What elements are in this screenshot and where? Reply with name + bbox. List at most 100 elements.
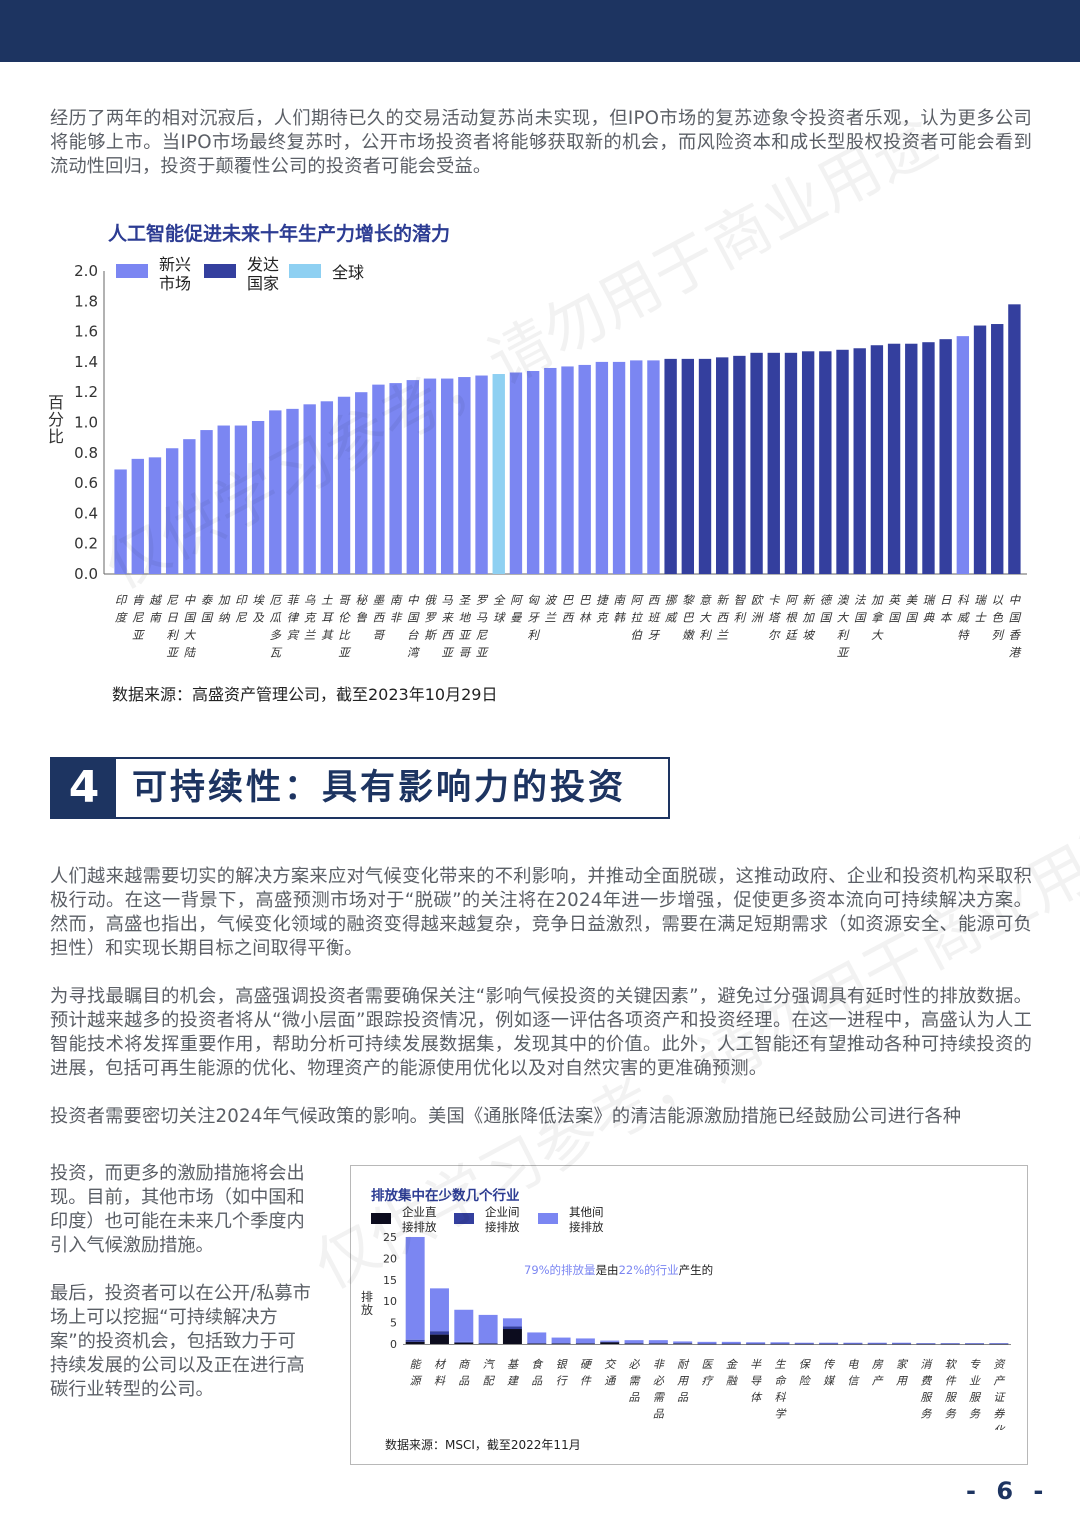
svg-text:地: 地: [459, 611, 472, 625]
svg-text:疗: 疗: [702, 1375, 715, 1388]
svg-text:汽: 汽: [483, 1358, 496, 1371]
bar-segment: [478, 1343, 498, 1344]
svg-text:费: 费: [920, 1375, 932, 1388]
bar-segment: [965, 1343, 985, 1344]
bar-segment: [989, 1343, 1009, 1345]
svg-text:亚: 亚: [459, 628, 472, 642]
bar-segment: [843, 1343, 863, 1345]
x-tick-label: 银行: [556, 1358, 569, 1388]
bar-segment: [575, 1338, 595, 1344]
svg-text:件: 件: [945, 1375, 957, 1388]
svg-text:新: 新: [716, 593, 729, 607]
svg-text:比: 比: [338, 628, 351, 642]
svg-text:度: 度: [115, 611, 129, 625]
x-tick-label: 欧洲: [751, 593, 765, 625]
bar-segment: [940, 1343, 960, 1344]
x-tick-label: 交通: [604, 1358, 617, 1388]
svg-text:商: 商: [458, 1358, 471, 1371]
svg-text:大: 大: [699, 611, 712, 625]
bar: [372, 384, 385, 574]
x-tick-label: 意大利: [699, 593, 712, 642]
bar: [389, 383, 402, 574]
paragraph-1: 人们越来越需要切实的解决方案来应对气候变化带来的不利影响，并推动全面脱碳，这推动…: [50, 866, 1032, 959]
svg-text:发达: 发达: [247, 255, 279, 274]
svg-text:泰: 泰: [201, 593, 214, 607]
svg-text:基: 基: [507, 1358, 520, 1371]
x-tick-label: 阿拉伯: [631, 593, 645, 642]
x-tick-label: 法国: [854, 593, 867, 625]
bar: [1008, 304, 1021, 574]
bar-segment: [600, 1342, 620, 1344]
bar: [114, 469, 127, 574]
bar-segment: [405, 1339, 425, 1342]
svg-text:来: 来: [441, 611, 454, 625]
bar-segment: [673, 1341, 693, 1344]
bar: [526, 370, 540, 574]
x-tick-label: 印尼: [235, 593, 248, 625]
svg-text:国: 国: [201, 611, 214, 625]
svg-text:半: 半: [750, 1358, 762, 1371]
svg-text:品: 品: [653, 1408, 665, 1421]
svg-text:林: 林: [579, 611, 592, 625]
svg-text:埃: 埃: [252, 593, 265, 607]
x-tick-label: 医疗: [702, 1358, 715, 1388]
svg-text:马: 马: [441, 593, 453, 607]
svg-text:拉: 拉: [631, 611, 644, 625]
svg-text:牙: 牙: [527, 611, 540, 625]
chart-annotation: 79%的排放量是由22%的行业产生的: [524, 1263, 713, 1277]
svg-text:品: 品: [629, 1391, 641, 1404]
bar: [200, 430, 213, 574]
x-tick-label: 全球: [493, 593, 506, 625]
svg-text:服: 服: [969, 1391, 982, 1404]
svg-text:西: 西: [562, 611, 576, 625]
svg-text:务: 务: [969, 1408, 981, 1421]
y-tick-label: 0.6: [74, 474, 98, 492]
x-tick-label: 南韩: [613, 593, 626, 625]
svg-text:黎: 黎: [682, 593, 695, 607]
y-tick-label: 0.8: [74, 444, 98, 462]
x-tick-label: 挪威: [665, 593, 679, 625]
bar-segment: [624, 1343, 644, 1345]
svg-text:亚: 亚: [166, 646, 179, 660]
x-tick-label: 日本: [940, 593, 953, 625]
svg-text:巴: 巴: [562, 593, 575, 607]
bar-segment: [697, 1341, 717, 1344]
svg-text:陆: 陆: [184, 646, 197, 660]
bar-segment: [648, 1343, 668, 1344]
bar: [578, 364, 591, 574]
svg-text:金: 金: [726, 1358, 739, 1371]
bar: [853, 348, 866, 574]
svg-text:越: 越: [149, 593, 162, 607]
svg-text:国: 国: [407, 611, 420, 625]
bar-segment: [819, 1343, 839, 1345]
svg-text:多: 多: [270, 628, 282, 642]
bar-segment: [916, 1343, 936, 1344]
svg-text:伦: 伦: [338, 611, 351, 625]
x-tick-label: 乌克兰: [304, 593, 317, 642]
y-tick-label: 1.2: [74, 383, 98, 401]
svg-text:斯: 斯: [424, 628, 438, 642]
bar-segment: [965, 1343, 985, 1345]
bar-segment: [624, 1343, 644, 1344]
svg-text:挪: 挪: [665, 593, 679, 607]
svg-text:大: 大: [184, 628, 197, 642]
svg-text:融: 融: [726, 1375, 738, 1388]
bar: [647, 360, 660, 574]
x-tick-label: 半导体: [750, 1358, 763, 1404]
bar-segment: [429, 1288, 449, 1332]
svg-text:利: 利: [166, 628, 179, 642]
svg-text:印: 印: [235, 593, 248, 607]
svg-text:尼: 尼: [476, 628, 489, 642]
bar-segment: [527, 1343, 547, 1345]
svg-text:排: 排: [361, 1290, 373, 1304]
bar: [973, 325, 987, 574]
bar-segment: [502, 1329, 522, 1344]
bar: [870, 345, 884, 574]
bar: [234, 425, 248, 574]
